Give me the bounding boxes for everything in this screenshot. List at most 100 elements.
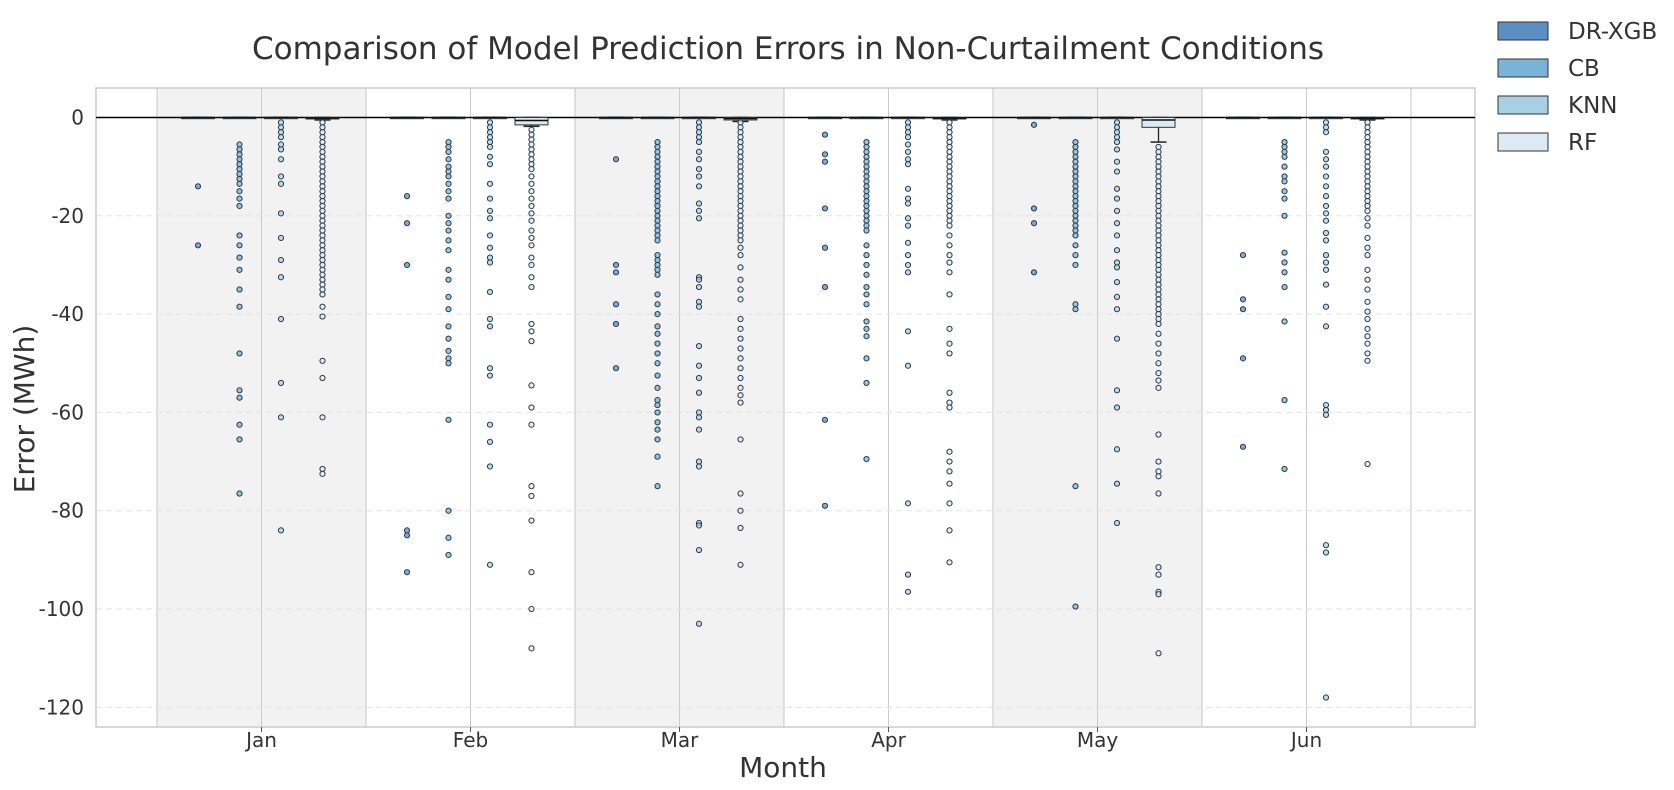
outlier-point — [403, 220, 411, 227]
outlier-point — [1322, 252, 1330, 259]
outlier-point — [946, 468, 953, 475]
outlier-point — [904, 148, 912, 155]
box-knn-jan — [264, 116, 298, 120]
outlier-point — [277, 315, 285, 323]
outlier-point — [737, 490, 744, 497]
outlier-point — [946, 389, 953, 396]
outlier-point — [737, 345, 744, 352]
outlier-point — [946, 325, 953, 332]
outlier-point — [821, 205, 829, 212]
outlier-point — [863, 283, 870, 291]
outlier-point — [946, 500, 953, 507]
outlier-point — [445, 323, 452, 330]
outlier-point — [528, 283, 535, 291]
box-knn-feb — [473, 116, 507, 120]
box-rf-feb — [514, 116, 549, 128]
outlier-point — [1155, 320, 1162, 328]
outlier-point — [654, 271, 661, 278]
outlier-point — [1113, 168, 1121, 175]
box-dr-xgb-mar — [599, 116, 633, 120]
y-tick-label: -100 — [39, 597, 84, 621]
box-plot-layer — [181, 116, 1385, 143]
outlier-point — [821, 416, 829, 423]
outlier-point — [695, 183, 703, 190]
outlier-point — [695, 303, 703, 310]
outlier-point — [904, 362, 912, 369]
outlier-point — [821, 502, 829, 509]
outlier-point — [1364, 234, 1371, 242]
outlier-point — [528, 338, 535, 345]
box-rf-jan — [305, 116, 340, 121]
outlier-point — [236, 387, 243, 394]
outlier-point — [654, 340, 661, 347]
outlier-point — [236, 232, 243, 239]
outlier-point — [1030, 205, 1038, 212]
outlier-point — [863, 456, 870, 463]
outlier-point — [445, 180, 452, 187]
outlier-point — [946, 527, 953, 534]
outlier-point — [1113, 138, 1121, 146]
outlier-point — [236, 195, 243, 202]
outlier-point — [528, 234, 535, 242]
outlier-point — [1281, 188, 1288, 195]
outlier-point — [194, 183, 202, 190]
outlier-point — [528, 382, 535, 389]
outlier-point — [654, 311, 661, 318]
outlier-point — [1281, 283, 1288, 291]
outlier-point — [1072, 232, 1079, 239]
x-axis-label: Month — [739, 751, 827, 784]
outlier-point — [236, 242, 243, 249]
outlier-point — [1322, 694, 1330, 701]
outlier-point — [863, 301, 870, 308]
outlier-point — [236, 254, 243, 261]
outlier-point — [528, 274, 535, 281]
outlier-point — [528, 483, 535, 490]
outlier-point — [1113, 306, 1121, 313]
outlier-point — [1281, 465, 1288, 473]
outlier-point — [737, 524, 744, 532]
outlier-point — [821, 131, 829, 138]
outlier-point — [863, 318, 870, 325]
outlier-point — [445, 293, 452, 301]
box-cb-may — [1058, 116, 1093, 120]
outlier-point — [821, 151, 829, 158]
outlier-point — [319, 374, 326, 382]
outlier-point — [946, 232, 953, 239]
outlier-point — [1113, 279, 1121, 286]
outlier-point — [1239, 443, 1247, 450]
outlier-point — [904, 134, 912, 141]
outlier-point — [737, 507, 744, 514]
box-rf-jun — [1350, 116, 1385, 121]
outlier-point — [695, 389, 703, 396]
outlier-point — [445, 276, 452, 283]
outlier-point — [236, 350, 243, 357]
outlier-point — [486, 161, 494, 168]
outlier-point — [946, 252, 953, 259]
outlier-point — [1364, 286, 1371, 293]
outlier-point — [737, 325, 744, 332]
box-knn-apr — [891, 116, 925, 120]
outlier-point — [1072, 252, 1079, 259]
outlier-point — [1281, 212, 1288, 219]
outlier-point — [1322, 163, 1330, 170]
legend-label-cb: CB — [1568, 56, 1600, 82]
outlier-point — [1030, 121, 1038, 128]
outlier-point — [236, 421, 243, 428]
x-tick-label-jun: Jun — [1289, 728, 1322, 752]
legend-swatch-dr-xgb — [1497, 21, 1549, 41]
outlier-point — [445, 551, 452, 559]
box-cb-mar — [640, 116, 675, 120]
outlier-point — [1155, 369, 1162, 377]
outlier-point — [863, 252, 870, 259]
outlier-point — [654, 436, 661, 443]
outlier-point — [1322, 259, 1330, 266]
outlier-point — [612, 269, 620, 276]
outlier-point — [946, 559, 953, 566]
outlier-point — [946, 448, 953, 455]
outlier-point — [1322, 129, 1330, 136]
outlier-point — [737, 374, 744, 382]
outlier-point — [737, 237, 744, 244]
x-tick-labels: Jan Feb Mar Apr May Jun — [244, 727, 1322, 752]
outlier-point — [1322, 183, 1330, 190]
outlier-point — [236, 394, 243, 401]
